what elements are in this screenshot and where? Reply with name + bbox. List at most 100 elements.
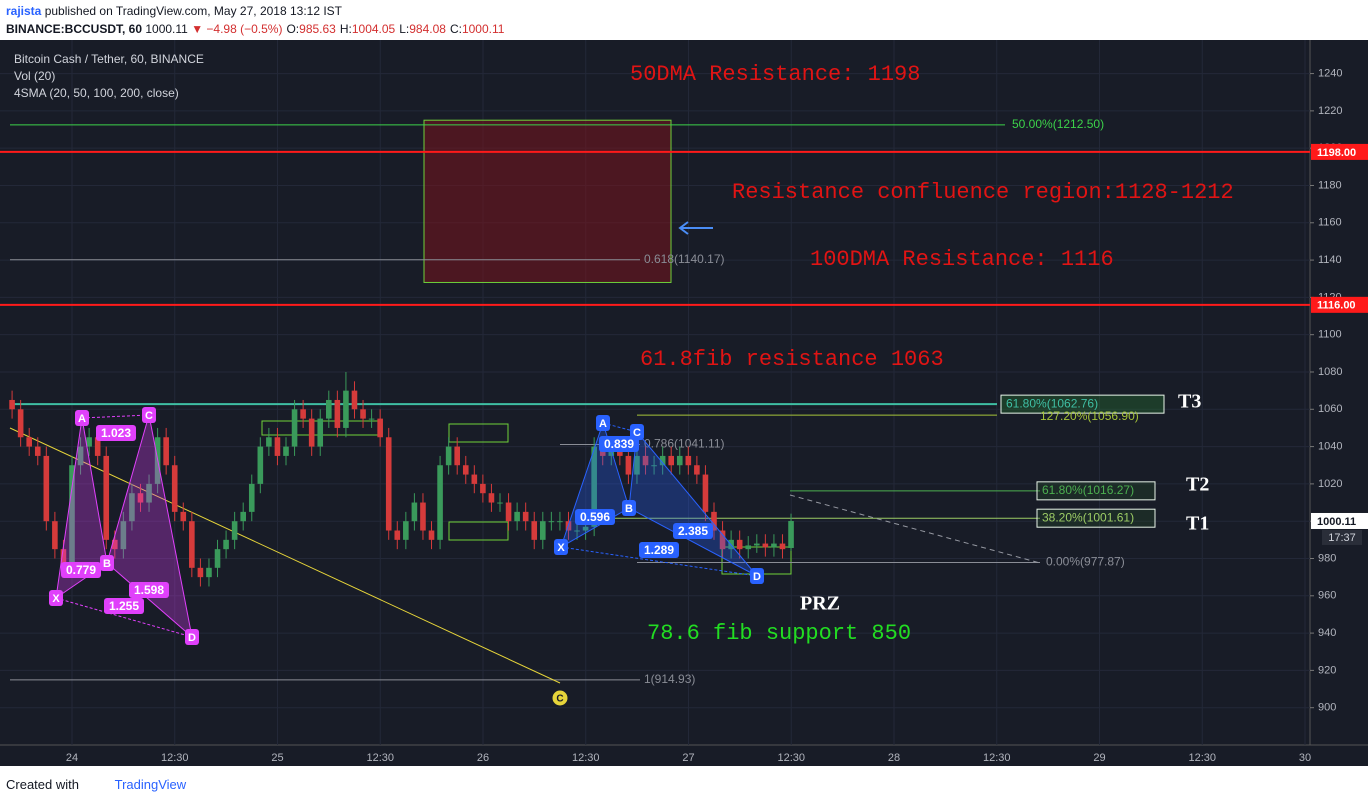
y-tick-label: 1020 (1318, 478, 1342, 490)
brand[interactable]: TradingView (114, 777, 187, 792)
candle-body (762, 543, 769, 548)
ratio-bg (96, 425, 136, 441)
annotation: T3 (1178, 391, 1201, 413)
pattern-point-bg (554, 539, 568, 555)
annotation: 50DMA Resistance: 1198 (630, 62, 920, 87)
pattern-point: A (78, 413, 86, 425)
y-tick-label: 1220 (1318, 105, 1342, 117)
candle-body (60, 549, 67, 568)
projection (789, 494, 1041, 564)
candle-body (163, 437, 169, 466)
candle-body (334, 399, 341, 428)
symbol-line: BINANCE:BCCUSDT, 60 1000.11 ▼ −4.98 (−0.… (6, 22, 504, 36)
pattern-ratio: 1.598 (134, 583, 164, 597)
price-badge-label: 1000.11 (1317, 516, 1356, 528)
pattern-point: A (599, 418, 607, 430)
candle-body (651, 465, 657, 467)
fib-box (1036, 481, 1156, 501)
ratio-bg (599, 436, 639, 452)
candle-body (754, 543, 760, 546)
annotation: Resistance confluence region:1128-1212 (732, 180, 1234, 205)
pattern-ratio: 1.255 (109, 599, 139, 613)
candle-body (582, 526, 589, 531)
fib-label: 50.00%(1212.50) (1012, 117, 1104, 131)
author[interactable]: rajista (6, 4, 42, 18)
fib-label: 38.20%(1001.61) (1042, 510, 1134, 524)
chart: 9009209409609801000102010401060108011001… (0, 40, 1368, 766)
candle-body (591, 446, 597, 527)
pattern-leg (55, 414, 193, 638)
candle-body (317, 418, 324, 447)
x-tick-label: 12:30 (161, 752, 189, 764)
candle-body (685, 455, 692, 466)
candle-body (445, 446, 452, 466)
y-tick-label: 1080 (1318, 366, 1342, 378)
fib-label: 61.80%(1016.27) (1042, 483, 1134, 497)
pattern-point-bg (622, 500, 636, 516)
pattern-point: X (557, 542, 565, 554)
y-tick-label: 960 (1318, 590, 1336, 602)
y-tick-label: 1140 (1318, 254, 1342, 266)
pattern-point-bg (142, 407, 156, 423)
created: Created with (6, 777, 79, 792)
symbol: BINANCE:BCCUSDT, 60 (6, 22, 143, 36)
x-tick-label: 12:30 (983, 752, 1011, 764)
candle-body (206, 567, 212, 578)
candle-body (69, 465, 75, 568)
fib-label: 0.618(1140.17) (644, 252, 725, 266)
ratio-bg (129, 582, 169, 598)
annotation: 78.6 fib support 850 (647, 621, 911, 646)
time-badge-label: 17:37 (1328, 532, 1356, 544)
candle-body (180, 511, 187, 522)
candle-body (505, 502, 512, 522)
y-tick-label: 1100 (1318, 329, 1342, 341)
candle-body (548, 521, 555, 523)
change: ▼ −4.98 (−0.5%) (191, 22, 283, 36)
candle-body (308, 418, 315, 447)
candle-body (189, 521, 195, 568)
candle-body (43, 455, 50, 522)
candle-body (343, 390, 349, 428)
ratio-bg (104, 598, 144, 614)
candle-body (214, 549, 221, 568)
price-badge-label: 1116.00 (1317, 300, 1356, 312)
pattern-point: D (753, 571, 761, 583)
x-tick-label: 27 (682, 752, 694, 764)
fib-label: 0.786(1041.11) (644, 437, 725, 451)
candle-body (522, 511, 529, 522)
candle-body (240, 511, 246, 522)
y-tick-label: 1180 (1318, 179, 1342, 191)
candle-body (26, 437, 32, 447)
trend-label: C (556, 694, 563, 705)
candle-body (694, 465, 700, 475)
x-tick-label: 30 (1299, 752, 1311, 764)
indicator-label: 4SMA (20, 50, 100, 200, close) (14, 86, 179, 100)
candle-body (248, 483, 255, 512)
published: published on TradingView.com, May 27, 20… (44, 4, 343, 18)
pattern-point: X (52, 593, 60, 605)
candle-body (394, 530, 401, 540)
annotation: 61.8fib resistance 1063 (640, 347, 944, 372)
candle-body (34, 446, 41, 456)
candle-body (788, 520, 794, 548)
candle-body (112, 539, 118, 550)
pattern-ratio: 1.289 (644, 543, 674, 557)
candle-body (540, 521, 546, 540)
pattern-ratio: 0.779 (66, 563, 96, 577)
y-tick-label: 980 (1318, 552, 1336, 564)
candle-body (351, 390, 358, 410)
candle-body (779, 543, 786, 550)
x-tick-label: 29 (1093, 752, 1105, 764)
candle-body (428, 530, 435, 540)
ohlc-value: 1004.05 (351, 22, 396, 36)
candle-body (9, 399, 15, 410)
trend-point (551, 689, 569, 707)
arrow (678, 221, 713, 235)
pattern-point: B (103, 558, 111, 570)
candle-body (197, 567, 204, 578)
candle-body (420, 502, 426, 531)
pattern-ratio: 2.385 (678, 524, 708, 538)
pattern-point: C (145, 410, 153, 422)
x-tick-label: 25 (271, 752, 283, 764)
